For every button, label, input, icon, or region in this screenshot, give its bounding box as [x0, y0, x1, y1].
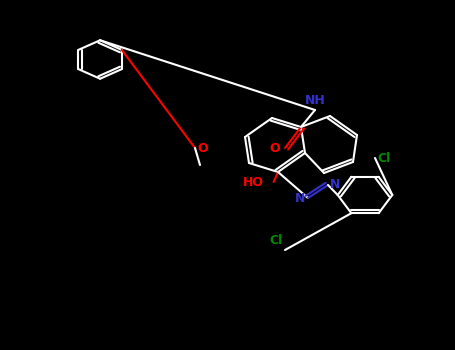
Text: NH: NH: [305, 93, 325, 106]
Text: Cl: Cl: [377, 152, 390, 164]
Text: N: N: [330, 178, 341, 191]
Text: O: O: [270, 141, 280, 154]
Text: Cl: Cl: [269, 233, 283, 246]
Text: HO: HO: [243, 175, 263, 189]
Text: N: N: [295, 191, 306, 204]
Text: O: O: [197, 141, 208, 154]
